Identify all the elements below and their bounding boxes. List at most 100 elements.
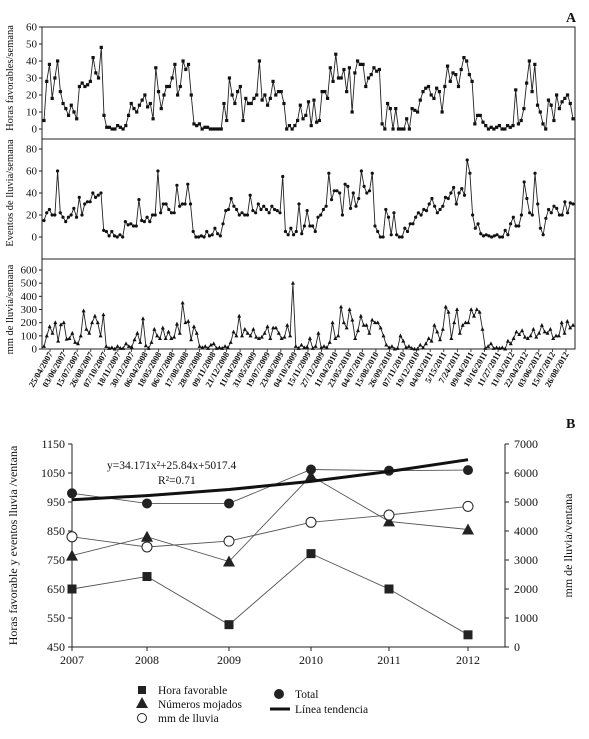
data-point xyxy=(508,125,512,129)
data-point xyxy=(58,322,63,327)
data-point xyxy=(565,319,570,323)
data-point xyxy=(195,124,199,128)
data-point xyxy=(99,45,103,49)
data-point xyxy=(167,207,171,212)
data-point xyxy=(435,86,439,90)
data-point xyxy=(279,336,284,340)
data-point xyxy=(454,73,458,77)
data-point xyxy=(296,346,301,350)
data-point xyxy=(285,323,290,327)
hora-marker xyxy=(384,584,394,594)
data-point xyxy=(186,182,190,186)
data-point xyxy=(220,346,225,350)
data-point xyxy=(175,183,179,187)
numeros-marker xyxy=(305,469,317,481)
data-point xyxy=(395,233,399,237)
data-point xyxy=(571,202,575,206)
data-point xyxy=(140,218,144,223)
panel-b-label: B xyxy=(566,417,575,432)
data-point xyxy=(58,211,62,215)
data-point xyxy=(137,103,142,107)
data-point xyxy=(457,330,462,335)
data-point xyxy=(533,62,537,66)
data-point xyxy=(541,122,545,126)
data-point xyxy=(50,213,54,217)
data-point xyxy=(126,344,131,348)
data-point xyxy=(96,76,101,80)
data-point xyxy=(334,52,338,56)
data-point xyxy=(53,320,58,325)
data-point xyxy=(299,342,304,347)
data-point xyxy=(421,90,425,94)
data-point xyxy=(203,344,208,348)
data-point xyxy=(148,220,152,224)
data-point xyxy=(367,189,372,193)
data-point xyxy=(118,233,122,237)
data-point xyxy=(150,213,155,217)
data-point xyxy=(305,344,310,349)
data-point xyxy=(197,122,202,126)
data-point xyxy=(91,56,95,60)
data-point xyxy=(290,280,295,285)
data-point xyxy=(135,330,140,335)
data-point xyxy=(167,84,172,89)
data-point xyxy=(545,330,550,335)
data-point xyxy=(216,232,220,236)
data-point xyxy=(546,98,551,102)
data-point xyxy=(538,110,542,114)
data-point xyxy=(156,90,161,94)
mm-marker xyxy=(383,509,395,521)
data-point xyxy=(271,325,276,330)
data-point xyxy=(249,101,253,106)
data-point xyxy=(330,320,335,325)
data-point xyxy=(61,101,65,106)
left-tick-label: 1150 xyxy=(41,437,65,451)
data-point xyxy=(58,90,62,94)
data-point xyxy=(373,224,377,228)
data-point xyxy=(156,169,160,173)
data-point xyxy=(549,211,553,215)
data-point xyxy=(505,124,510,128)
data-point xyxy=(124,124,128,128)
data-point xyxy=(206,125,210,129)
data-point xyxy=(172,334,177,339)
data-point xyxy=(93,195,98,199)
subplot-2: 0 20 40 60 80 Eventos de lluvia/semana xyxy=(5,138,575,247)
data-point xyxy=(339,304,344,309)
data-point xyxy=(90,320,95,325)
data-point xyxy=(153,213,157,217)
legend-numeros-label: Números mojados xyxy=(158,699,243,711)
x-tick-label: 2008 xyxy=(135,653,159,667)
data-point xyxy=(358,62,362,66)
data-point xyxy=(101,312,106,317)
data-point xyxy=(189,337,194,342)
data-point xyxy=(291,233,296,237)
data-point xyxy=(50,96,54,100)
data-point xyxy=(105,125,109,129)
data-point xyxy=(386,215,391,219)
data-point xyxy=(470,79,474,83)
right-tick-label: 7000 xyxy=(514,437,538,451)
data-point xyxy=(364,84,368,89)
data-point xyxy=(47,324,52,329)
data-point xyxy=(96,193,100,197)
data-point xyxy=(534,334,539,339)
data-point xyxy=(283,229,288,234)
y-tick-label: 50 xyxy=(26,39,38,51)
data-point xyxy=(427,202,431,206)
data-point xyxy=(506,233,510,237)
data-point xyxy=(302,224,307,228)
data-point xyxy=(446,196,450,201)
y-axis-label: mm de lluvia/semana xyxy=(5,264,16,354)
data-point xyxy=(473,122,477,126)
data-point xyxy=(347,307,352,311)
data-point xyxy=(55,169,60,173)
hora-marker xyxy=(67,584,77,594)
data-point xyxy=(405,229,410,234)
data-point xyxy=(530,213,534,217)
data-point xyxy=(424,86,428,90)
data-point xyxy=(203,125,207,129)
data-point xyxy=(180,202,184,206)
data-point xyxy=(522,107,526,111)
data-point xyxy=(234,333,239,338)
